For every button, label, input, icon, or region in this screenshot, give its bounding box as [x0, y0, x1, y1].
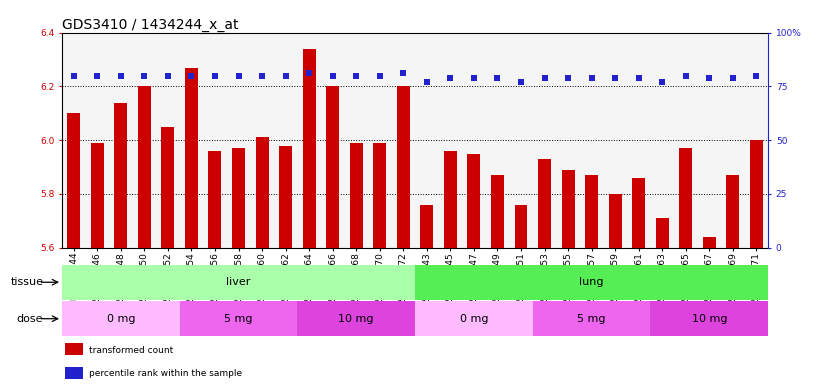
Point: [632, 75, 645, 81]
Bar: [185, 68, 198, 248]
Point: [515, 79, 528, 85]
Text: dose: dose: [17, 314, 44, 324]
Point: [67, 73, 80, 79]
Point: [703, 75, 716, 81]
Bar: [726, 175, 739, 248]
Bar: [632, 178, 645, 248]
Point: [279, 73, 292, 79]
Text: transformed count: transformed count: [88, 346, 173, 355]
Bar: [279, 146, 292, 248]
Bar: [65, 343, 83, 355]
Point: [91, 73, 104, 79]
Point: [396, 70, 410, 76]
Point: [468, 75, 481, 81]
Bar: [679, 148, 692, 248]
Bar: [349, 143, 363, 248]
Point: [373, 73, 387, 79]
Text: 5 mg: 5 mg: [224, 314, 253, 324]
Text: percentile rank within the sample: percentile rank within the sample: [88, 369, 242, 378]
Bar: [444, 151, 457, 248]
Bar: [208, 151, 221, 248]
Bar: [67, 113, 80, 248]
Bar: [703, 237, 716, 248]
Text: 5 mg: 5 mg: [577, 314, 606, 324]
Point: [538, 75, 551, 81]
Text: 10 mg: 10 mg: [339, 314, 374, 324]
Point: [562, 75, 575, 81]
Bar: [255, 137, 268, 248]
Point: [232, 73, 245, 79]
Bar: [609, 194, 622, 248]
Point: [326, 73, 339, 79]
Bar: [585, 175, 598, 248]
Point: [420, 79, 434, 85]
Bar: [232, 148, 245, 248]
Point: [255, 73, 268, 79]
Bar: [91, 143, 104, 248]
Bar: [415, 265, 768, 300]
Point: [444, 75, 457, 81]
Bar: [515, 205, 528, 248]
Bar: [161, 127, 174, 248]
Bar: [302, 49, 316, 248]
Bar: [326, 86, 339, 248]
Bar: [656, 218, 669, 248]
Text: GDS3410 / 1434244_x_at: GDS3410 / 1434244_x_at: [62, 18, 239, 31]
Bar: [62, 265, 415, 300]
Bar: [491, 175, 504, 248]
Bar: [114, 103, 127, 248]
Point: [138, 73, 151, 79]
Point: [114, 73, 127, 79]
Point: [161, 73, 174, 79]
Bar: [750, 140, 763, 248]
Bar: [373, 143, 387, 248]
Bar: [415, 301, 533, 336]
Bar: [651, 301, 768, 336]
Bar: [180, 301, 297, 336]
Point: [585, 75, 598, 81]
Text: 0 mg: 0 mg: [459, 314, 488, 324]
Bar: [138, 86, 151, 248]
Bar: [538, 159, 551, 248]
Text: lung: lung: [579, 277, 604, 287]
Point: [185, 73, 198, 79]
Text: 0 mg: 0 mg: [107, 314, 135, 324]
Point: [609, 75, 622, 81]
Bar: [396, 86, 410, 248]
Point: [208, 73, 221, 79]
Point: [726, 75, 739, 81]
Point: [302, 70, 316, 76]
Bar: [468, 154, 481, 248]
Bar: [62, 301, 180, 336]
Bar: [533, 301, 651, 336]
Point: [679, 73, 692, 79]
Point: [656, 79, 669, 85]
Bar: [420, 205, 434, 248]
Point: [750, 73, 763, 79]
Text: tissue: tissue: [11, 277, 44, 287]
Bar: [65, 367, 83, 379]
Point: [349, 73, 363, 79]
Point: [491, 75, 504, 81]
Text: liver: liver: [226, 277, 251, 287]
Bar: [297, 301, 415, 336]
Bar: [562, 170, 575, 248]
Text: 10 mg: 10 mg: [691, 314, 727, 324]
